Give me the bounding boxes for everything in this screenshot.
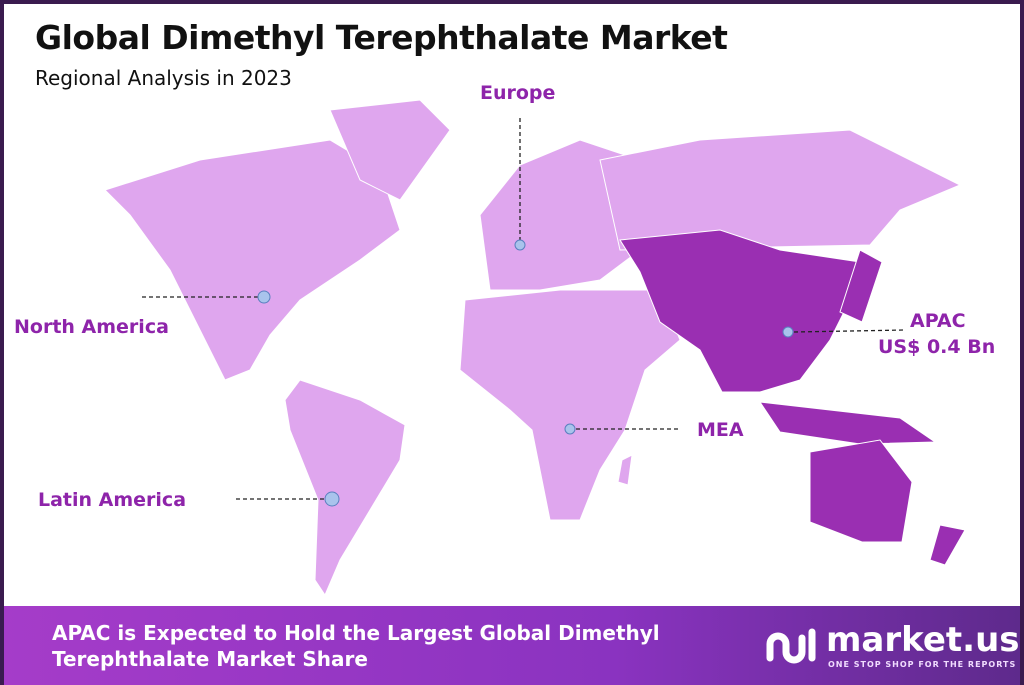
label-mea: MEA <box>697 419 744 441</box>
market-us-logo: market.us ONE STOP SHOP FOR THE REPORTS <box>764 620 1020 672</box>
logo-icon <box>766 628 816 664</box>
logo-tagline: ONE STOP SHOP FOR THE REPORTS <box>828 660 1017 669</box>
north-asia <box>599 129 962 251</box>
banner-text: APAC is Expected to Hold the Largest Glo… <box>52 620 660 672</box>
label-north-america: North America <box>14 316 169 338</box>
footer-banner: APAC is Expected to Hold the Largest Glo… <box>4 606 1020 685</box>
region-mea <box>459 289 681 521</box>
page-title: Global Dimethyl Terephthalate Market <box>35 18 728 57</box>
region-north-america <box>104 139 401 381</box>
madagascar <box>617 454 633 486</box>
label-apac: APAC <box>910 310 966 332</box>
banner-line-1: APAC is Expected to Hold the Largest Glo… <box>52 621 660 645</box>
label-latin-america: Latin America <box>38 489 187 511</box>
logo-name: market.us <box>826 620 1020 660</box>
marker-europe <box>514 239 526 251</box>
greenland <box>329 99 451 201</box>
page-subtitle: Regional Analysis in 2023 <box>35 66 292 90</box>
region-latin-america <box>284 379 406 597</box>
banner-line-2: Terephthalate Market Share <box>52 647 368 671</box>
label-europe: Europe <box>480 82 556 104</box>
label-apac-value: US$ 0.4 Bn <box>878 336 996 358</box>
region-apac <box>619 229 966 566</box>
marker-latin-america <box>324 491 340 507</box>
marker-apac <box>782 326 794 338</box>
marker-mea <box>564 423 576 435</box>
marker-north-america <box>257 290 271 304</box>
